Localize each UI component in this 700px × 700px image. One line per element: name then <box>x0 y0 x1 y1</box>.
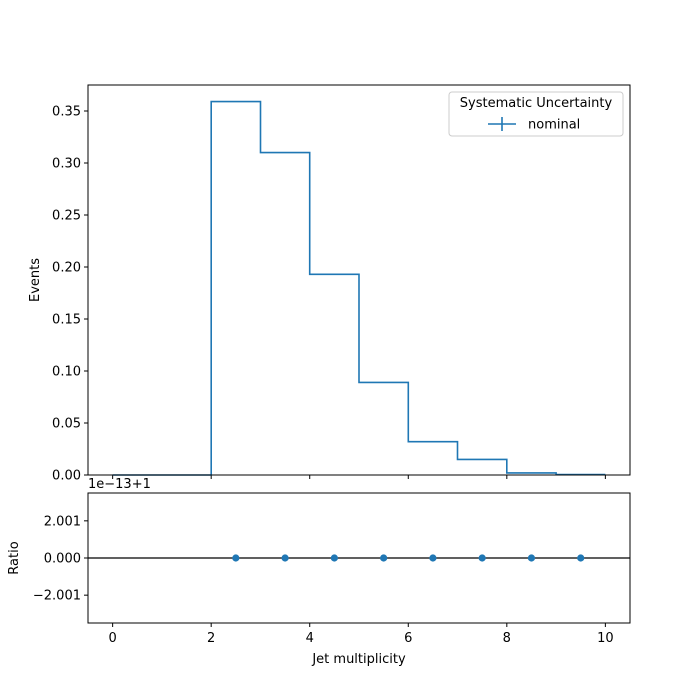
histogram-step-line <box>112 100 606 476</box>
ratio-point <box>527 554 536 562</box>
main-axes-frame <box>87 84 631 476</box>
ratio-y-tick-label: 2.001 <box>44 514 81 529</box>
main-y-tick-label: 0.25 <box>52 209 81 224</box>
ratio-x-tick-label: 6 <box>404 631 412 646</box>
ratio-y-tick-label: −2.001 <box>33 589 81 604</box>
ratio-x-tick-label: 10 <box>597 631 614 646</box>
main-y-tick-label: 0.10 <box>52 365 81 380</box>
legend: Systematic Uncertainty nominal <box>448 91 624 137</box>
ratio-point <box>478 554 486 562</box>
ratio-x-tick-label: 4 <box>306 631 314 646</box>
ratio-y-axis-label: Ratio <box>7 541 22 574</box>
ratio-x-ticks: 0 2 4 6 8 10 <box>108 623 614 646</box>
ratio-y-ticks: 2.001 0.000 −2.001 <box>33 514 88 604</box>
main-y-axis-label: Events <box>28 258 43 302</box>
main-panel: 0.00 0.05 0.10 0.15 0.20 0.25 0.30 0.35 Events <box>28 84 631 484</box>
legend-entry-nominal: nominal <box>528 118 580 133</box>
main-y-tick-label: 0.05 <box>52 417 81 432</box>
ratio-axes-frame <box>87 492 631 624</box>
main-y-tick-label: 0.00 <box>52 469 81 484</box>
ratio-x-tick-label: 8 <box>503 631 511 646</box>
ratio-offset-text: 1e−13+1 <box>88 477 151 492</box>
ratio-points <box>232 554 585 562</box>
ratio-x-tick-label: 2 <box>207 631 215 646</box>
main-y-ticks: 0.00 0.05 0.10 0.15 0.20 0.25 0.30 0.35 <box>52 105 88 484</box>
main-y-tick-label: 0.20 <box>52 261 81 276</box>
main-y-tick-label: 0.35 <box>52 105 81 120</box>
main-y-tick-label: 0.30 <box>52 157 81 172</box>
ratio-point <box>577 554 585 562</box>
ratio-y-tick-label: 0.000 <box>44 552 81 567</box>
ratio-point <box>330 554 338 562</box>
ratio-point <box>380 554 388 562</box>
ratio-x-axis-label: Jet multiplicity <box>311 652 406 667</box>
ratio-x-tick-label: 0 <box>108 631 116 646</box>
legend-box <box>448 91 624 137</box>
ratio-panel: 0 2 4 6 8 10 2.001 0.000 −2.001 1e−13+1 Ratio J… <box>7 477 631 667</box>
ratio-point <box>232 554 240 562</box>
ratio-point <box>281 554 289 562</box>
legend-title: Systematic Uncertainty <box>460 96 613 111</box>
ratio-point <box>429 554 437 562</box>
main-y-tick-label: 0.15 <box>52 313 81 328</box>
